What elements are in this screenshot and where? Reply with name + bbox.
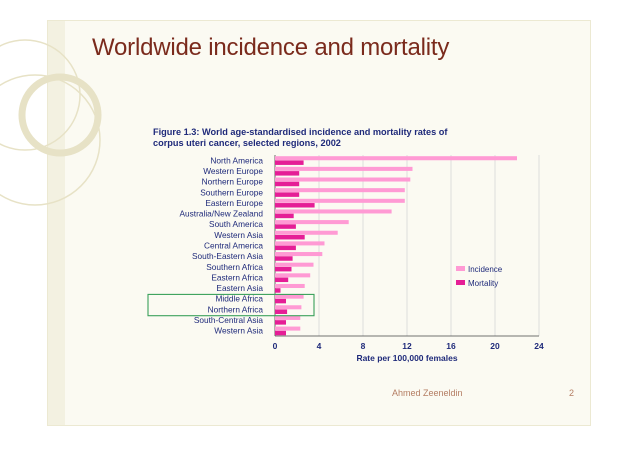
category-label: South-Central Asia (194, 315, 264, 325)
category-label: Eastern Asia (216, 283, 263, 293)
bar-incidence (275, 198, 405, 203)
bar-mortality (275, 160, 304, 165)
legend-swatch-incidence (456, 266, 465, 271)
bar-mortality (275, 234, 305, 240)
category-label: Middle Africa (216, 294, 264, 304)
slide (47, 20, 591, 426)
category-label: Eastern Africa (211, 272, 263, 282)
bar-mortality (275, 224, 296, 229)
category-label: Southern Africa (206, 262, 263, 272)
category-label: Western Asia (214, 230, 263, 240)
category-label: South-Eastern Asia (192, 251, 263, 261)
bar-mortality (275, 245, 296, 251)
highlight-box (147, 293, 315, 317)
legend-swatch-mortality (456, 280, 465, 285)
decor-circle-3 (0, 74, 101, 206)
bar-mortality (275, 277, 289, 283)
x-tick-label: 8 (361, 341, 366, 351)
footer-author: Ahmed Zeeneldin (392, 388, 463, 398)
bar-mortality (275, 320, 286, 325)
legend-label-incidence: Incidence (468, 265, 503, 274)
page-number: 2 (569, 388, 575, 398)
x-tick-label: 24 (534, 341, 544, 351)
category-label: South America (209, 219, 263, 229)
x-tick-label: 4 (317, 341, 322, 351)
bar-incidence (275, 326, 301, 331)
decor-circle-1 (0, 39, 81, 151)
bar-mortality (275, 298, 286, 304)
category-label: Western Asia (214, 326, 263, 336)
chart-title-line2: corpus uteri cancer, selected regions, 2… (153, 138, 341, 148)
bar-incidence (275, 177, 411, 182)
category-label: Eastern Europe (205, 198, 263, 208)
bar-incidence (275, 241, 325, 246)
decor-circle-2 (18, 73, 102, 157)
bar-incidence (275, 188, 405, 193)
bar-mortality (275, 256, 293, 261)
category-label: Southern Europe (200, 187, 263, 197)
bar-incidence (275, 166, 413, 171)
bar-mortality (275, 181, 300, 187)
bar-incidence (275, 220, 349, 225)
bar-incidence (275, 273, 311, 278)
bar-incidence (275, 283, 305, 289)
bar-mortality (275, 266, 292, 272)
slide-decoration-strip (48, 21, 65, 425)
x-tick-label: 16 (446, 341, 456, 351)
bar-mortality (275, 213, 294, 219)
bar-mortality (275, 330, 286, 336)
category-label: Australia/New Zealand (180, 209, 264, 219)
bar-incidence (275, 252, 323, 257)
bar-mortality (275, 309, 288, 314)
category-label: Northern Europe (202, 177, 264, 187)
category-label: North America (210, 155, 263, 165)
x-tick-label: 20 (490, 341, 500, 351)
legend-label-mortality: Mortality (468, 279, 498, 288)
bar-incidence (275, 262, 314, 267)
x-tick-label: 12 (402, 341, 412, 351)
bar-incidence (275, 305, 302, 310)
bar-mortality (275, 171, 300, 176)
bar-mortality (275, 192, 300, 197)
x-axis-label: Rate per 100,000 females (356, 353, 457, 363)
decorative-circles (0, 39, 102, 206)
category-label: Western Europe (203, 166, 263, 176)
bar-incidence (275, 315, 301, 320)
bar-incidence (275, 230, 338, 235)
slide-title: Worldwide incidence and mortality (92, 34, 450, 61)
category-label: Northern Africa (208, 304, 264, 314)
category-label: Central America (204, 241, 263, 251)
chart-title-line1: Figure 1.3: World age-standardised incid… (153, 127, 448, 137)
bar-incidence (275, 294, 304, 299)
bar-incidence (275, 209, 392, 214)
bar-incidence (275, 156, 517, 161)
bar-mortality (275, 288, 281, 293)
x-tick-label: 0 (273, 341, 278, 351)
bar-mortality (275, 203, 315, 208)
